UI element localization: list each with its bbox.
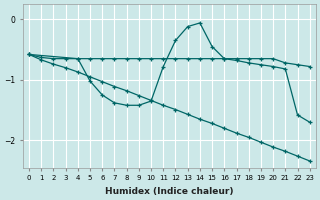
X-axis label: Humidex (Indice chaleur): Humidex (Indice chaleur) [105,187,234,196]
